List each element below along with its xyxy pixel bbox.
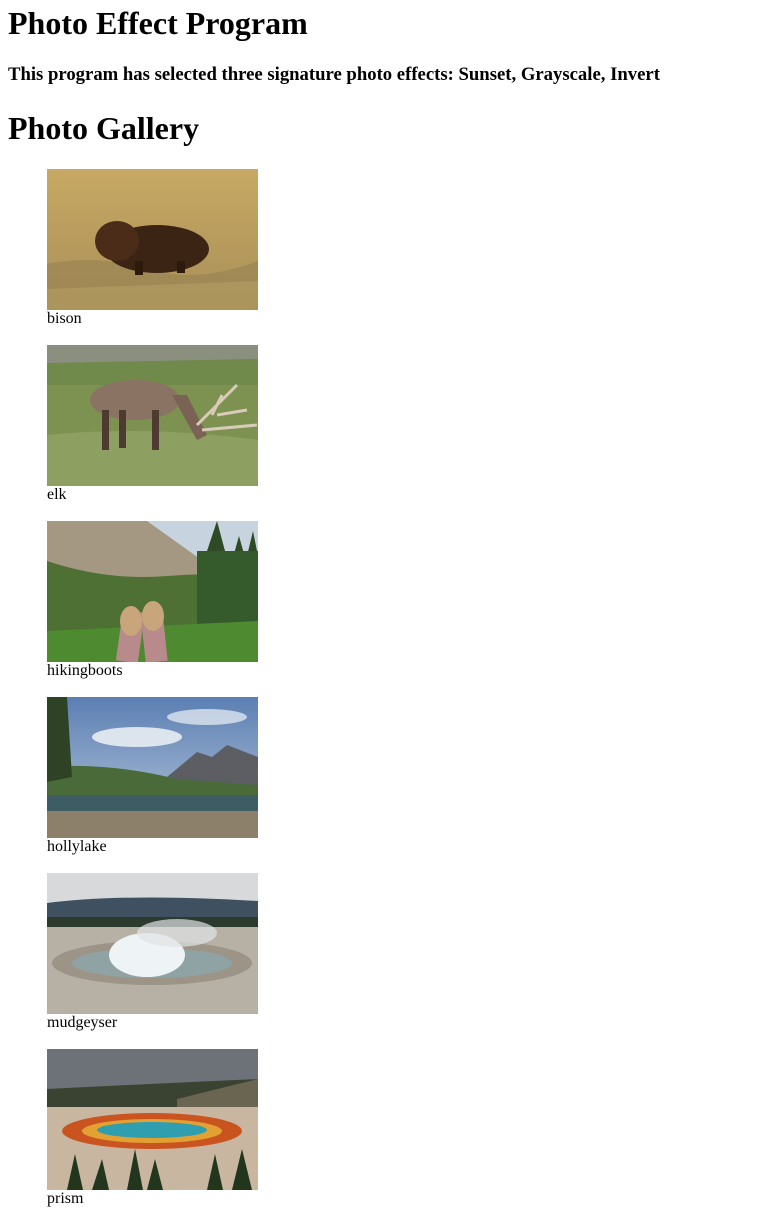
page-title: Photo Effect Program [8,5,308,41]
photo-caption: mudgeyser [47,1014,118,1031]
photo-item-prism: prism [47,1049,258,1208]
prism-photo[interactable] [47,1049,258,1190]
photo-item-hollylake: hollylake [47,697,258,856]
photo-caption: bison [47,310,82,327]
photo-caption: prism [47,1190,84,1207]
photo-item-mudgeyser: mudgeyser [47,873,258,1032]
gallery-heading: Photo Gallery [8,110,200,146]
bison-photo[interactable] [47,169,258,310]
photo-item-elk: elk [47,345,258,504]
photo-gallery: bison elk [47,169,755,1208]
mudgeyser-photo[interactable] [47,873,258,1014]
photo-item-bison: bison [47,169,258,328]
photo-caption: hollylake [47,838,107,855]
effects-description: This program has selected three signatur… [8,64,660,85]
hollylake-photo[interactable] [47,697,258,838]
photo-caption: hikingboots [47,662,123,679]
hikingboots-photo[interactable] [47,521,258,662]
photo-caption: elk [47,486,67,503]
photo-item-hikingboots: hikingboots [47,521,258,680]
elk-photo[interactable] [47,345,258,486]
